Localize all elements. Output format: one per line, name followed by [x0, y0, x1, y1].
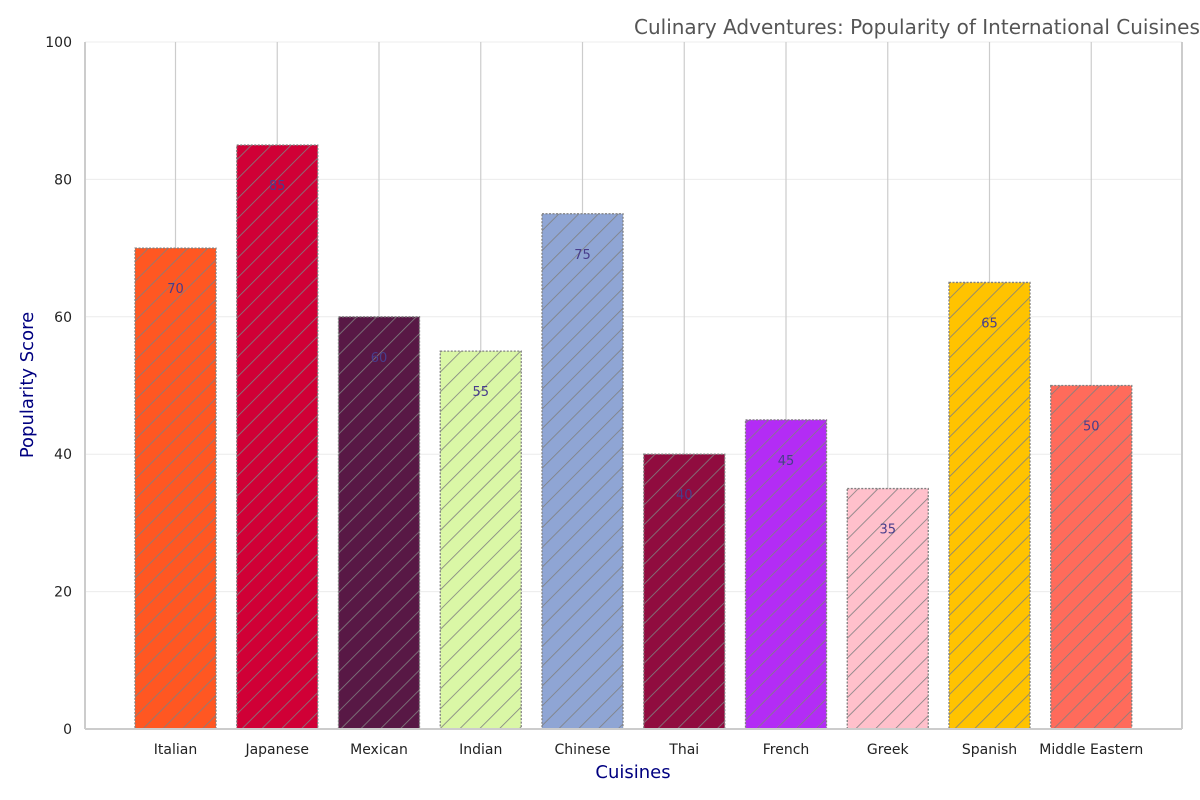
- bar-thai: [643, 453, 726, 730]
- data-label: 35: [879, 523, 896, 538]
- x-tick-label: French: [763, 742, 810, 758]
- x-tick-label: Japanese: [244, 742, 309, 758]
- bars: [134, 144, 1133, 730]
- x-tick-label: Chinese: [555, 742, 611, 758]
- x-tick-label: Mexican: [350, 742, 408, 758]
- bar-hatch: [744, 419, 828, 730]
- y-tick-label: 60: [54, 310, 72, 326]
- x-tick-label: Spanish: [962, 742, 1017, 758]
- bar-hatch: [236, 144, 319, 730]
- x-tick-label: Indian: [459, 742, 502, 758]
- data-labels: 70 85 60 55 75 40 45 35 65 50: [167, 179, 1100, 538]
- bar-mexican: [337, 316, 421, 730]
- y-tick-label: 40: [54, 447, 72, 463]
- bar-hatch: [846, 487, 929, 730]
- bar-hatch: [337, 316, 421, 730]
- bar-indian: [439, 350, 522, 730]
- data-label: 65: [981, 316, 998, 331]
- bar-hatch: [541, 213, 624, 730]
- tick-labels: Italian Japanese Mexican Indian Chinese Thai F…: [45, 35, 1143, 758]
- data-label: 75: [574, 248, 591, 263]
- x-axis-label: Cuisines: [595, 762, 670, 783]
- data-label: 40: [676, 488, 693, 503]
- bar-italian: [134, 247, 217, 730]
- x-tick-label: Greek: [867, 742, 910, 758]
- y-tick-label: 20: [54, 585, 72, 601]
- bar-japanese: [236, 144, 319, 730]
- bar-hatch: [948, 281, 1031, 730]
- bar-chinese: [541, 213, 624, 730]
- data-label: 70: [167, 282, 184, 297]
- y-tick-label: 80: [54, 172, 72, 188]
- data-label: 60: [371, 351, 388, 366]
- chart-title: Culinary Adventures: Popularity of Inter…: [634, 15, 1200, 39]
- bar-hatch: [439, 350, 522, 730]
- axes: [84, 42, 1183, 730]
- y-tick-label: 100: [45, 35, 72, 51]
- y-axis-label: Popularity Score: [17, 312, 38, 458]
- bar-greek: [846, 487, 929, 730]
- data-label: 55: [472, 385, 489, 400]
- bar-french: [744, 419, 828, 730]
- x-tick-label: Middle Eastern: [1039, 742, 1143, 758]
- y-tick-label: 0: [63, 722, 72, 738]
- data-label: 85: [269, 179, 286, 194]
- bar-hatch: [643, 453, 726, 730]
- data-label: 45: [778, 454, 795, 469]
- x-tick-label: Italian: [154, 742, 197, 758]
- bar-spanish: [948, 281, 1031, 730]
- x-tick-label: Thai: [668, 742, 699, 758]
- bar-middle-eastern: [1050, 384, 1133, 730]
- data-label: 50: [1083, 420, 1100, 435]
- bar-hatch: [1050, 384, 1133, 730]
- bar-hatch: [134, 247, 217, 730]
